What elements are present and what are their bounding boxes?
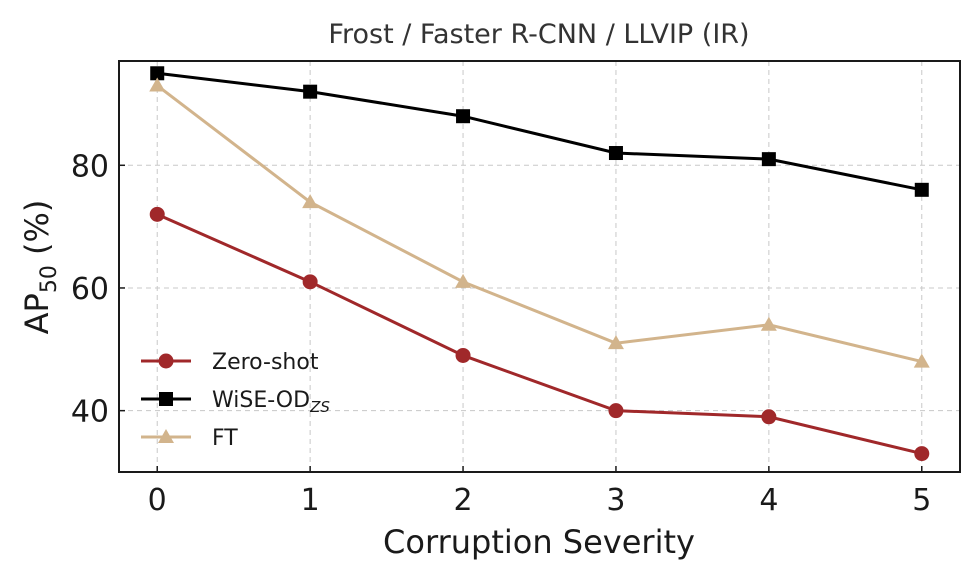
legend-label-subscript: ZS [309,398,330,416]
series-layer [149,66,930,462]
legend-label: Zero-shot [212,350,319,375]
series-line [156,84,923,364]
data-point [760,316,777,331]
data-point [455,347,471,363]
data-point [608,403,624,419]
y-tick-label: 60 [71,272,109,307]
data-point [302,194,319,209]
x-tick-label: 2 [453,483,472,518]
legend-marker [158,429,174,443]
axis-ticks: 0 1 2 3 4 5 40 60 80 [71,149,932,518]
legend-marker [158,353,174,369]
series-line [156,212,923,456]
data-point [607,335,624,350]
series-line [157,71,923,192]
legend-entry: WiSE-ODZS [141,388,330,416]
data-point [302,274,318,290]
chart-title: Frost / Faster R-CNN / LLVIP (IR) [328,19,749,50]
legend-entry: Zero-shot [141,350,319,375]
data-point [761,152,776,167]
y-axis-label-suffix: (%) [18,200,56,266]
y-axis-label-main: AP [18,293,56,334]
data-point [149,77,166,92]
series-ft [149,77,930,368]
legend-label: FT [212,426,238,451]
x-tick-label: 4 [759,483,778,518]
x-tick-label: 5 [912,483,931,518]
y-axis-label: AP50 (%) [18,200,62,335]
data-point [608,146,623,161]
data-point [914,446,930,462]
x-tick-label: 0 [148,483,167,518]
legend: Zero-shot WiSE-ODZS FT [141,350,330,451]
x-axis-label: Corruption Severity [383,523,695,561]
legend-label: WiSE-ODZS [212,388,330,416]
data-point [456,109,471,124]
data-point [913,353,930,368]
x-tick-label: 1 [301,483,320,518]
series-wise-od [150,66,929,197]
data-point [455,273,472,288]
y-tick-label: 80 [71,149,109,184]
data-point [149,206,165,222]
series-zero-shot [149,206,930,462]
y-tick-label: 40 [71,395,109,430]
data-point [914,182,929,197]
plot-frame [118,60,961,473]
data-point [150,66,165,81]
legend-marker [159,392,173,406]
legend-entry: FT [141,426,238,451]
y-axis-label-sub: 50 [37,265,62,293]
data-point [303,84,318,99]
x-tick-label: 3 [606,483,625,518]
data-point [761,409,777,425]
